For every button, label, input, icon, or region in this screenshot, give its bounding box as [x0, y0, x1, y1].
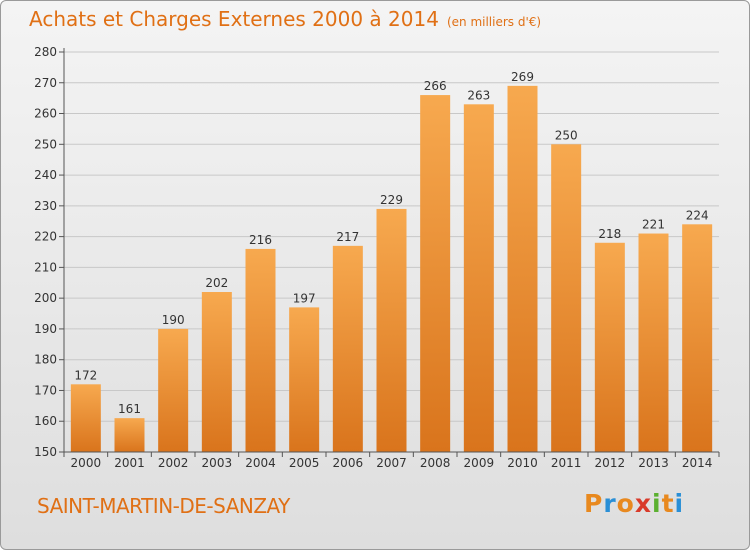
y-tick-label: 280 [34, 45, 57, 59]
data-label: 263 [467, 88, 490, 102]
data-label: 221 [642, 218, 665, 232]
bar [332, 245, 363, 452]
logo-letter: r [603, 489, 617, 518]
data-label: 161 [118, 402, 141, 416]
data-label: 218 [598, 227, 621, 241]
data-label: 250 [555, 128, 578, 142]
y-tick-label: 190 [34, 322, 57, 336]
y-tick-label: 220 [34, 230, 57, 244]
chart-title: Achats et Charges Externes 2000 à 2014 (e… [29, 7, 541, 31]
chart-title-text: Achats et Charges Externes 2000 à 2014 [29, 7, 439, 31]
proxiti-logo: Proxiti [584, 489, 684, 518]
logo-letter: i [674, 489, 685, 518]
bar [638, 233, 669, 452]
bar [420, 95, 451, 453]
bar [289, 307, 320, 452]
y-tick-label: 170 [34, 383, 57, 397]
y-tick-label: 150 [34, 445, 57, 459]
chart-subtitle: (en milliers d'€) [446, 15, 542, 29]
y-tick-label: 260 [34, 107, 57, 121]
x-tick-label: 2008 [420, 456, 451, 470]
bar [70, 384, 101, 452]
bar [463, 104, 494, 453]
y-tick-label: 200 [34, 291, 57, 305]
commune-name: SAINT-MARTIN-DE-SANZAY [37, 494, 290, 518]
logo-letter: x [634, 489, 652, 518]
data-label: 197 [293, 291, 316, 305]
x-tick-label: 2004 [245, 456, 276, 470]
x-tick-label: 2006 [333, 456, 364, 470]
y-tick-label: 240 [34, 168, 57, 182]
y-tick-label: 210 [34, 260, 57, 274]
x-tick-label: 2012 [595, 456, 626, 470]
logo-letter: P [584, 489, 604, 518]
data-label: 217 [336, 230, 359, 244]
y-tick-label: 160 [34, 414, 57, 428]
bar [551, 144, 582, 453]
bar [682, 224, 713, 452]
bar [158, 328, 189, 452]
x-tick-label: 2007 [376, 456, 407, 470]
bar [376, 208, 407, 452]
logo-letter: i [652, 489, 662, 518]
x-tick-label: 2000 [71, 456, 102, 470]
bar [245, 248, 276, 452]
bar [201, 292, 232, 452]
x-tick-label: 2009 [464, 456, 495, 470]
data-label: 229 [380, 193, 403, 207]
data-label: 224 [686, 208, 709, 222]
data-label: 172 [74, 368, 97, 382]
y-tick-label: 250 [34, 137, 57, 151]
y-tick-label: 180 [34, 353, 57, 367]
y-tick-label: 270 [34, 76, 57, 90]
x-tick-label: 2001 [114, 456, 145, 470]
data-label: 216 [249, 233, 272, 247]
x-tick-label: 2002 [158, 456, 189, 470]
x-tick-label: 2005 [289, 456, 320, 470]
bar [507, 85, 538, 452]
data-label: 269 [511, 70, 534, 84]
logo-letter: o [616, 489, 635, 518]
bar [594, 242, 625, 452]
x-tick-label: 2013 [638, 456, 669, 470]
x-tick-label: 2011 [551, 456, 582, 470]
y-tick-label: 230 [34, 199, 57, 213]
x-tick-label: 2010 [507, 456, 538, 470]
bar [114, 418, 145, 452]
x-tick-label: 2003 [202, 456, 233, 470]
logo-letter: t [661, 489, 675, 518]
data-label: 202 [205, 276, 228, 290]
x-tick-label: 2014 [682, 456, 713, 470]
data-label: 190 [162, 313, 185, 327]
data-label: 266 [424, 79, 447, 93]
